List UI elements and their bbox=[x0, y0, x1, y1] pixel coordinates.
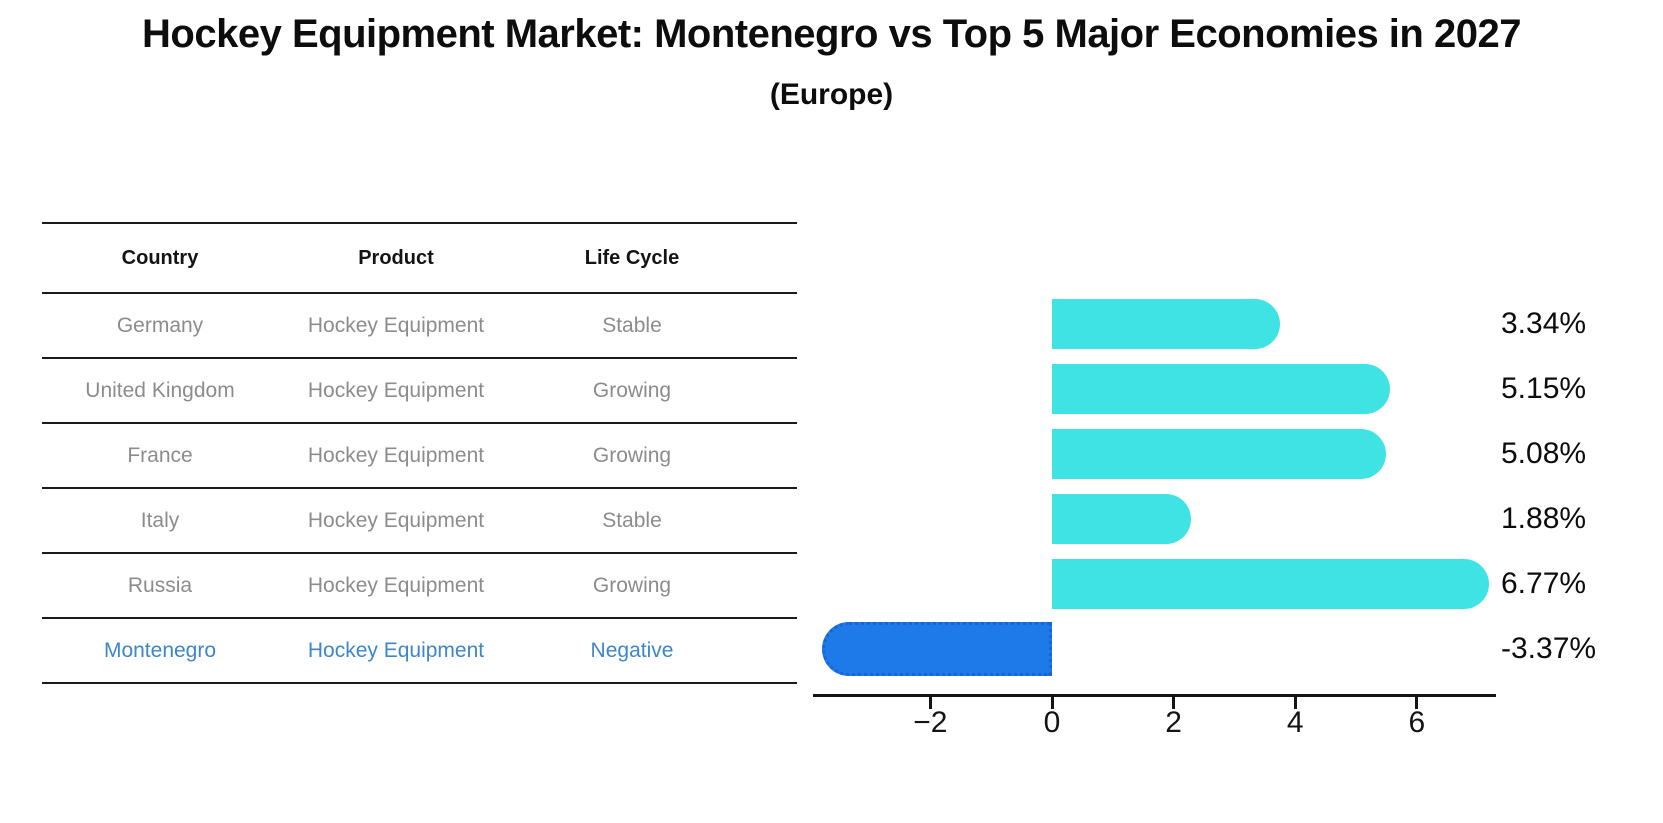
table-header-row: Country Product Life Cycle bbox=[42, 222, 797, 292]
x-axis-tick-label: 4 bbox=[1286, 706, 1304, 739]
bar-russia bbox=[1052, 559, 1489, 609]
x-axis-tick-label: 2 bbox=[1165, 706, 1182, 739]
x-axis-line bbox=[813, 694, 1496, 697]
bar-montenegro bbox=[822, 622, 1052, 676]
table-row-france: France Hockey Equipment Growing bbox=[42, 422, 797, 487]
table-row-montenegro: Montenegro Hockey Equipment Negative bbox=[42, 617, 797, 682]
bar-value-label-united-kingdom: 5.15% bbox=[1501, 372, 1587, 405]
cell-country: Italy bbox=[140, 508, 180, 532]
bar-france bbox=[1052, 429, 1386, 479]
cell-product: Hockey Equipment bbox=[307, 313, 485, 337]
cell-product: Hockey Equipment bbox=[307, 508, 485, 532]
cell-country: Montenegro bbox=[103, 638, 217, 662]
table-row-italy: Italy Hockey Equipment Stable bbox=[42, 487, 797, 552]
x-axis-tick-label: −2 bbox=[913, 706, 948, 739]
x-axis-tick-label: 6 bbox=[1408, 706, 1426, 739]
x-axis-tick bbox=[1293, 697, 1297, 709]
cell-country: Germany bbox=[116, 313, 204, 337]
x-axis-tick bbox=[1415, 697, 1419, 709]
bar-value-label-russia: 6.77% bbox=[1501, 567, 1587, 600]
cell-product: Hockey Equipment bbox=[307, 378, 485, 402]
bar-germany bbox=[1052, 299, 1281, 349]
column-header-life-cycle: Life Cycle bbox=[584, 246, 680, 269]
cell-life-cycle: Stable bbox=[602, 313, 662, 337]
x-axis-tick bbox=[1172, 697, 1176, 709]
table-row-united-kingdom: United Kingdom Hockey Equipment Growing bbox=[42, 357, 797, 422]
page-subtitle: (Europe) bbox=[769, 78, 894, 111]
column-header-country: Country bbox=[121, 246, 199, 269]
cell-life-cycle: Negative bbox=[590, 638, 674, 662]
bar-value-label-germany: 3.34% bbox=[1501, 307, 1587, 340]
x-axis-tick bbox=[1050, 697, 1054, 709]
bar-value-label-italy: 1.88% bbox=[1501, 502, 1587, 535]
cell-product: Hockey Equipment bbox=[307, 638, 485, 662]
bar-value-label-france: 5.08% bbox=[1501, 437, 1587, 470]
column-header-product: Product bbox=[358, 246, 434, 269]
table-row-russia: Russia Hockey Equipment Growing bbox=[42, 552, 797, 617]
x-axis-tick bbox=[928, 697, 932, 709]
bar-value-label-montenegro: -3.37% bbox=[1501, 632, 1597, 665]
cell-life-cycle: Growing bbox=[592, 573, 672, 597]
cell-country: Russia bbox=[127, 573, 193, 597]
cell-country: France bbox=[127, 443, 193, 467]
table-row-germany: Germany Hockey Equipment Stable bbox=[42, 292, 797, 357]
cell-product: Hockey Equipment bbox=[307, 443, 485, 467]
cell-life-cycle: Growing bbox=[592, 443, 672, 467]
comparison-table: Country Product Life Cycle Germany Hocke… bbox=[42, 222, 797, 684]
page-title: Hockey Equipment Market: Montenegro vs T… bbox=[142, 12, 1521, 56]
cell-life-cycle: Stable bbox=[602, 508, 662, 532]
cell-product: Hockey Equipment bbox=[307, 573, 485, 597]
cell-country: United Kingdom bbox=[85, 378, 235, 402]
x-axis-tick-label: 0 bbox=[1043, 706, 1061, 739]
cell-life-cycle: Growing bbox=[592, 378, 672, 402]
bar-italy bbox=[1052, 494, 1192, 544]
bar-united-kingdom bbox=[1052, 364, 1391, 414]
